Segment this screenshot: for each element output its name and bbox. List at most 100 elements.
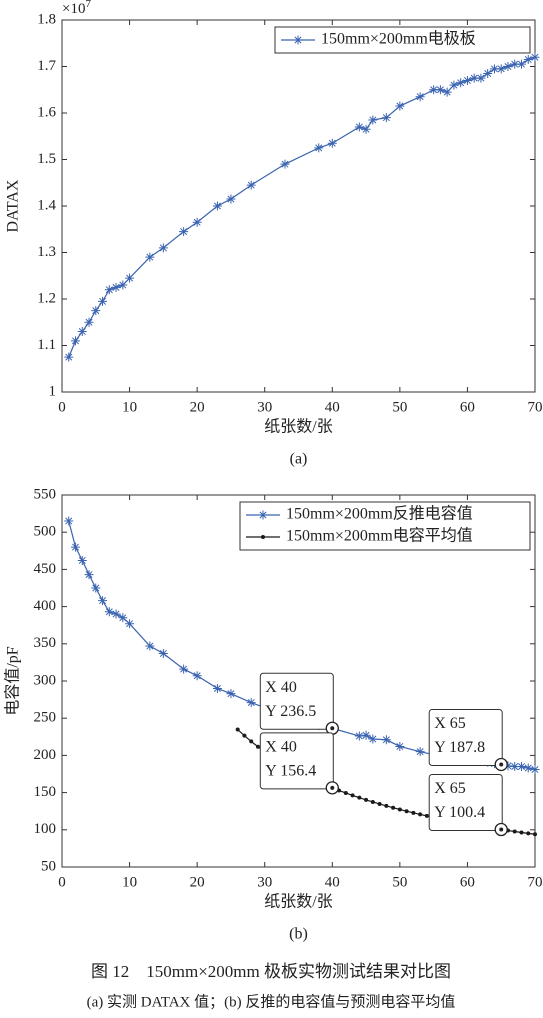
y-tick-label: 150	[34, 784, 57, 800]
marker	[395, 101, 405, 111]
marker	[429, 85, 439, 95]
y-tick-label: 1.6	[37, 104, 56, 120]
marker	[118, 613, 128, 623]
marker	[370, 799, 375, 804]
marker	[530, 52, 540, 62]
legend-marker	[293, 35, 303, 45]
marker	[179, 664, 189, 674]
marker	[395, 741, 405, 751]
marker	[530, 765, 540, 775]
marker	[361, 124, 371, 134]
marker	[496, 64, 506, 74]
legend-box	[239, 501, 531, 551]
y-tick-label: 1.3	[37, 244, 56, 260]
marker	[212, 683, 222, 693]
plot-frame	[61, 19, 536, 393]
marker	[118, 280, 128, 290]
y-tick-label: 1	[49, 383, 57, 399]
x-tick-label: 0	[58, 874, 66, 890]
marker	[71, 542, 81, 552]
marker	[327, 138, 337, 148]
marker	[512, 829, 517, 834]
multiplier-base: ×10	[62, 1, 85, 17]
marker	[125, 273, 135, 283]
x-axis-label: 纸张数/张	[264, 418, 332, 436]
marker	[192, 217, 202, 227]
marker	[179, 227, 189, 237]
x-tick-label: 10	[122, 399, 137, 415]
y-tick-label: 1.5	[37, 151, 56, 167]
marker	[343, 790, 348, 795]
marker	[411, 810, 416, 815]
legend-label: 150mm×200mm电极板	[321, 30, 476, 48]
legend-label: 150mm×200mm反推电容值	[286, 505, 473, 523]
marker	[381, 735, 391, 745]
datatip-text: X 40	[265, 739, 297, 756]
legend-box	[274, 26, 531, 54]
marker	[519, 830, 524, 835]
datatip-box	[428, 774, 503, 832]
marker	[77, 327, 87, 337]
y-tick-label: 200	[34, 747, 57, 763]
marker	[242, 733, 247, 738]
marker	[84, 570, 94, 580]
marker	[350, 793, 355, 798]
x-tick-label: 30	[257, 399, 272, 415]
x-tick-label: 20	[190, 399, 205, 415]
y-tick-label: 1.8	[37, 11, 56, 27]
y-tick-label: 1.4	[37, 197, 56, 213]
datatip-dot	[330, 726, 335, 731]
marker	[104, 285, 114, 295]
series-line	[68, 56, 536, 358]
caption-title: 图 12 150mm×200mm 极板实物测试结果对比图	[91, 962, 451, 981]
marker	[503, 761, 513, 771]
marker	[469, 73, 479, 83]
marker	[533, 832, 537, 837]
marker	[462, 75, 472, 85]
y-axis-label: DATAX	[5, 179, 22, 232]
marker	[235, 727, 240, 732]
datatip-box	[428, 708, 503, 766]
x-tick-label: 50	[392, 874, 407, 890]
marker	[526, 831, 531, 836]
x-tick-label: 40	[325, 399, 340, 415]
marker	[158, 648, 168, 658]
y-tick-label: 400	[34, 598, 57, 614]
marker	[98, 296, 108, 306]
marker	[364, 797, 369, 802]
marker	[71, 336, 81, 346]
y-tick-label: 300	[34, 672, 57, 688]
marker	[91, 306, 101, 316]
legend-marker	[261, 535, 265, 539]
marker	[246, 698, 256, 708]
x-tick-label: 0	[58, 399, 66, 415]
datatip-dot	[499, 827, 504, 832]
marker	[158, 243, 168, 253]
marker	[357, 795, 362, 800]
marker	[255, 744, 260, 749]
datatip-text: Y 187.8	[434, 739, 485, 756]
marker	[111, 609, 121, 619]
datatip-text: Y 156.4	[265, 763, 316, 780]
marker	[145, 252, 155, 262]
y-tick-label: 500	[34, 524, 57, 540]
marker	[111, 282, 121, 292]
marker	[125, 619, 135, 629]
panel-label: (a)	[290, 451, 308, 468]
marker	[212, 201, 222, 211]
marker	[226, 689, 236, 699]
marker	[415, 747, 425, 757]
marker	[418, 812, 423, 817]
datatip-text: Y 100.4	[434, 804, 485, 821]
datatip-dot	[330, 785, 335, 790]
marker	[381, 113, 391, 123]
x-tick-label: 30	[257, 874, 272, 890]
x-tick-label: 60	[460, 874, 475, 890]
marker	[424, 813, 429, 818]
y-axis-label: 电容值/pF	[4, 646, 22, 715]
marker	[384, 803, 389, 808]
x-tick-label: 70	[528, 874, 543, 890]
y-tick-label: 1.1	[37, 337, 56, 353]
datatip-box	[259, 672, 334, 730]
